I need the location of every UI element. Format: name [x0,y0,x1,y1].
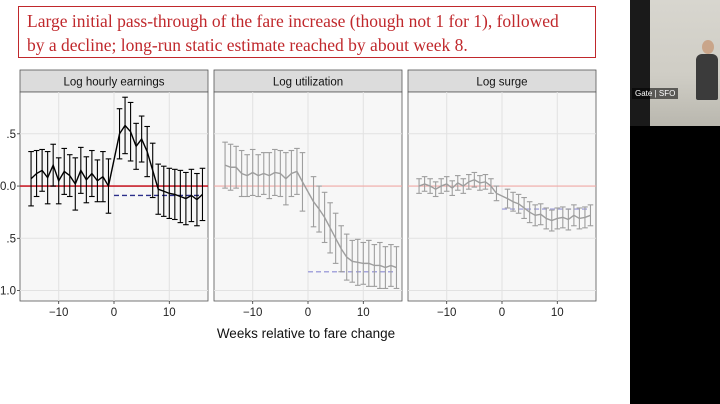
speaker-body [696,54,718,100]
error-bar [199,167,206,222]
series-line-jump [301,181,315,203]
slide: Large initial pass-through of the fare i… [0,6,597,341]
error-bar [222,141,228,189]
panel-2: Log utilization −10 0 10 [213,69,403,319]
y-tick-label: 1.0 [0,286,16,298]
series-line-pre [224,164,304,183]
callout-line-1: Large initial pass-through of the fare i… [27,11,559,31]
facet-label: Log hourly earnings [63,77,164,89]
callout-line-2: by a decline; long-run static estimate r… [27,35,468,55]
series-line-post [118,124,203,201]
series-line-pre [418,179,498,194]
series-line-post [507,197,591,222]
series-line-jump [496,192,508,200]
x-tick-label: 0 [499,307,505,319]
x-tick-label: 10 [163,307,176,319]
background-screen [630,0,650,126]
event-study-chart: .50.0.51.0 Log hourly earnings−10 0 10Log … [0,69,597,341]
x-tick-label: 0 [111,307,117,319]
y-axis: .5 0.0 .5 1.0 [0,129,20,298]
series-line-jump [107,133,121,187]
facet-label: Log surge [476,77,527,89]
y-tick-label: .5 [6,129,16,141]
x-tick-label: −10 [437,307,457,319]
callout-box: Large initial pass-through of the fare i… [18,6,596,58]
video-sidebar: Gate | SFO [630,0,720,404]
video-caption: Gate | SFO [632,88,679,99]
x-tick-label: −10 [49,307,69,319]
x-tick-label: −10 [243,307,263,319]
y-tick-label: .5 [6,233,16,245]
x-axis-label: Weeks relative to fare change [217,326,395,341]
speaker-head [702,40,714,54]
series-line-post [312,201,397,269]
panel-3: Log surge −10 0 10 [407,69,597,319]
y-tick-label: 0.0 [0,181,16,193]
panel-1: Log hourly earnings −10 0 10 [19,69,209,319]
x-tick-label: 10 [357,307,370,319]
facet-label: Log utilization [273,77,343,89]
x-tick-label: 0 [305,307,311,319]
speaker-video: Gate | SFO [630,0,720,126]
series-line-pre [30,163,110,187]
x-tick-label: 10 [551,307,564,319]
